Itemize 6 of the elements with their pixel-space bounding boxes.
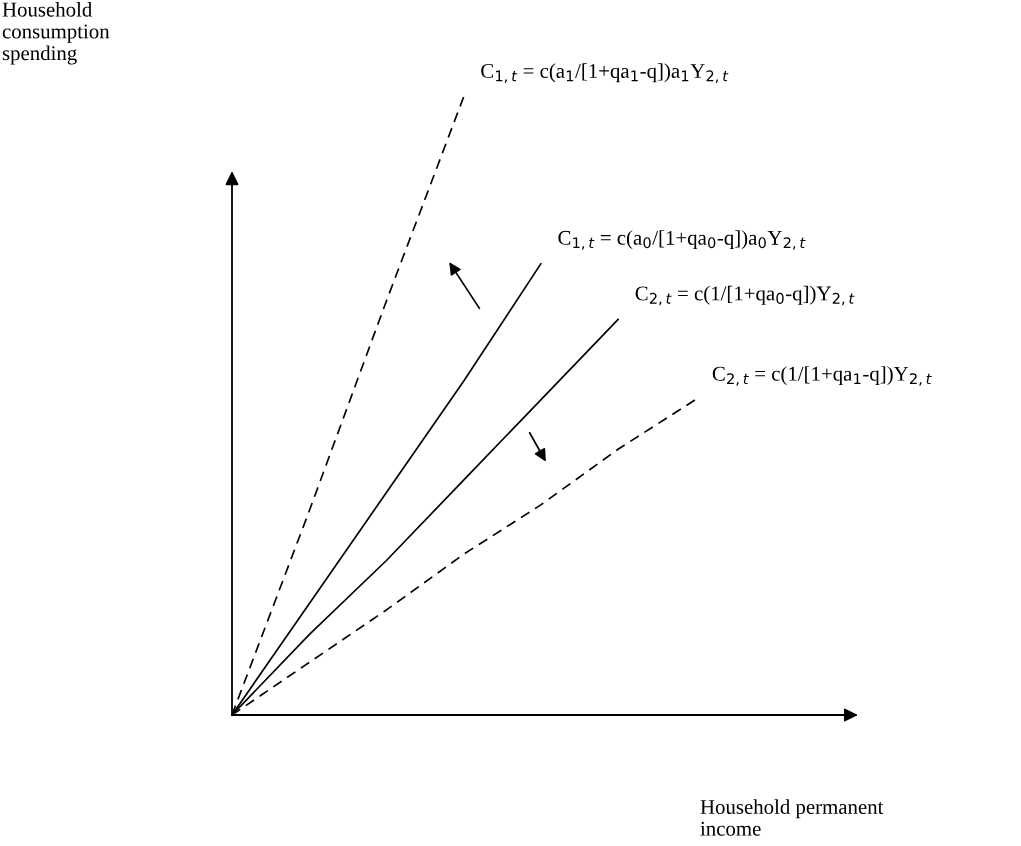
x-axis-title: Household permanent income xyxy=(700,799,884,836)
series-label: C$_{2,t}$ = c(1/[1+qa$_{1}$-q])Y$_{2,t}$ xyxy=(712,366,932,386)
series-label: C$_{2,t}$ = c(1/[1+qa$_{0}$-q])Y$_{2,t}$ xyxy=(635,285,855,306)
text: C$_{1,t}$ = c(a$_{0}$/[1+qa$_{0}$-q])a$_{0}$Y$_{2,t}$ xyxy=(558,230,806,250)
y-axis-title: Household consumption spending xyxy=(2,2,110,65)
text: C$_{1,t}$ = c(a$_{1}$/[1+qa$_{1}$-q])a$_{1}$Y$_{2,t}$ xyxy=(481,63,729,83)
